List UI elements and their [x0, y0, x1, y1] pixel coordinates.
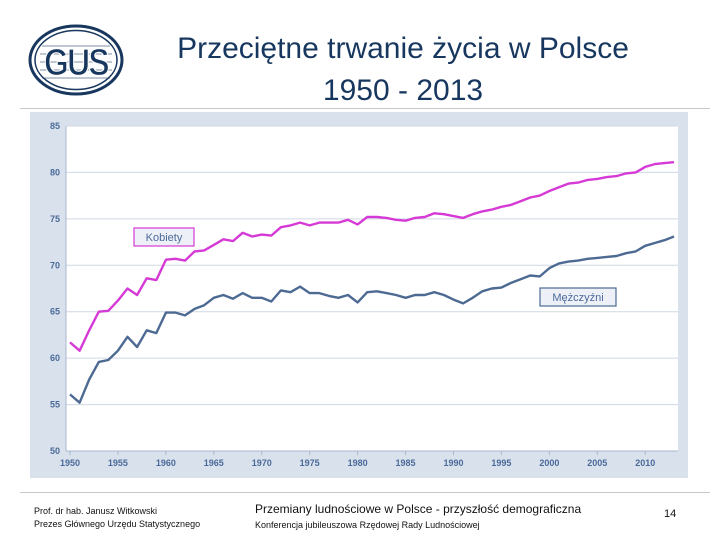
legend-layer: Kobiety Mężczyźni	[133, 227, 617, 307]
y-tick-label: 85	[50, 121, 60, 131]
x-tick-label: 2000	[539, 458, 559, 468]
page-title: Przeciętne trwanie życia w Polsce 1950 -…	[130, 28, 676, 112]
x-tick-label: 1975	[300, 458, 320, 468]
x-tick-label: 1985	[396, 458, 416, 468]
legend-box	[539, 287, 617, 307]
x-tick-label: 2010	[635, 458, 655, 468]
x-tick-label: 1965	[204, 458, 224, 468]
x-tick-label: 1995	[491, 458, 511, 468]
header-divider	[20, 108, 710, 109]
y-tick-label: 55	[50, 400, 60, 410]
legend-label: Mężczyźni	[552, 292, 603, 304]
y-tick-label: 65	[50, 307, 60, 317]
legend-label: Kobiety	[146, 232, 183, 244]
x-tick-label: 1980	[348, 458, 368, 468]
footer-conference-title: Przemiany ludnościowe w Polsce - przyszł…	[255, 502, 582, 516]
series-line-kobiety	[69, 161, 675, 352]
legend-mezczyzni: Mężczyźni	[539, 287, 617, 307]
series-line-mezczyzni	[69, 235, 675, 404]
chart-frame: 50 55 60 65 70 75 80 85 1950 1955 1960 1965 1970 1975…	[30, 112, 688, 478]
footer-divider	[20, 492, 710, 493]
x-tick-label: 1950	[60, 458, 80, 468]
footer-author-title: Prezes Głównego Urzędu Statystycznego	[34, 519, 201, 529]
title-line-2: 1950 - 2013	[322, 74, 484, 107]
y-tick-label: 60	[50, 353, 60, 363]
y-tick-label: 80	[50, 167, 60, 177]
x-tick-label: 1955	[108, 458, 128, 468]
y-tick-label: 75	[50, 214, 60, 224]
life-expectancy-chart: 50 55 60 65 70 75 80 85 1950 1955 1960 1965 1970 1975…	[50, 121, 678, 468]
gus-logo: GUS	[28, 24, 124, 96]
y-tick-label: 70	[50, 260, 60, 270]
legend-kobiety: Kobiety	[133, 227, 195, 247]
page-number: 14	[664, 508, 677, 520]
x-tick-label: 1970	[252, 458, 272, 468]
axes: 50 55 60 65 70 75 80 85 1950 1955 1960 1965 1970 1975…	[50, 121, 678, 468]
x-tick-label: 1990	[443, 458, 463, 468]
title-line-1: Przeciętne trwanie życia w Polsce	[177, 32, 629, 65]
x-tick-label: 2005	[587, 458, 607, 468]
legend-box	[133, 227, 195, 247]
series-layer	[69, 161, 675, 404]
logo-lettering: GUS	[44, 42, 109, 84]
footer-conference-subtitle: Konferencja jubileuszowa Rzędowej Rady L…	[255, 520, 480, 530]
footer-author-name: Prof. dr hab. Janusz Witkowski	[34, 506, 158, 516]
y-tick-label: 50	[50, 446, 60, 456]
x-tick-label: 1960	[156, 458, 176, 468]
